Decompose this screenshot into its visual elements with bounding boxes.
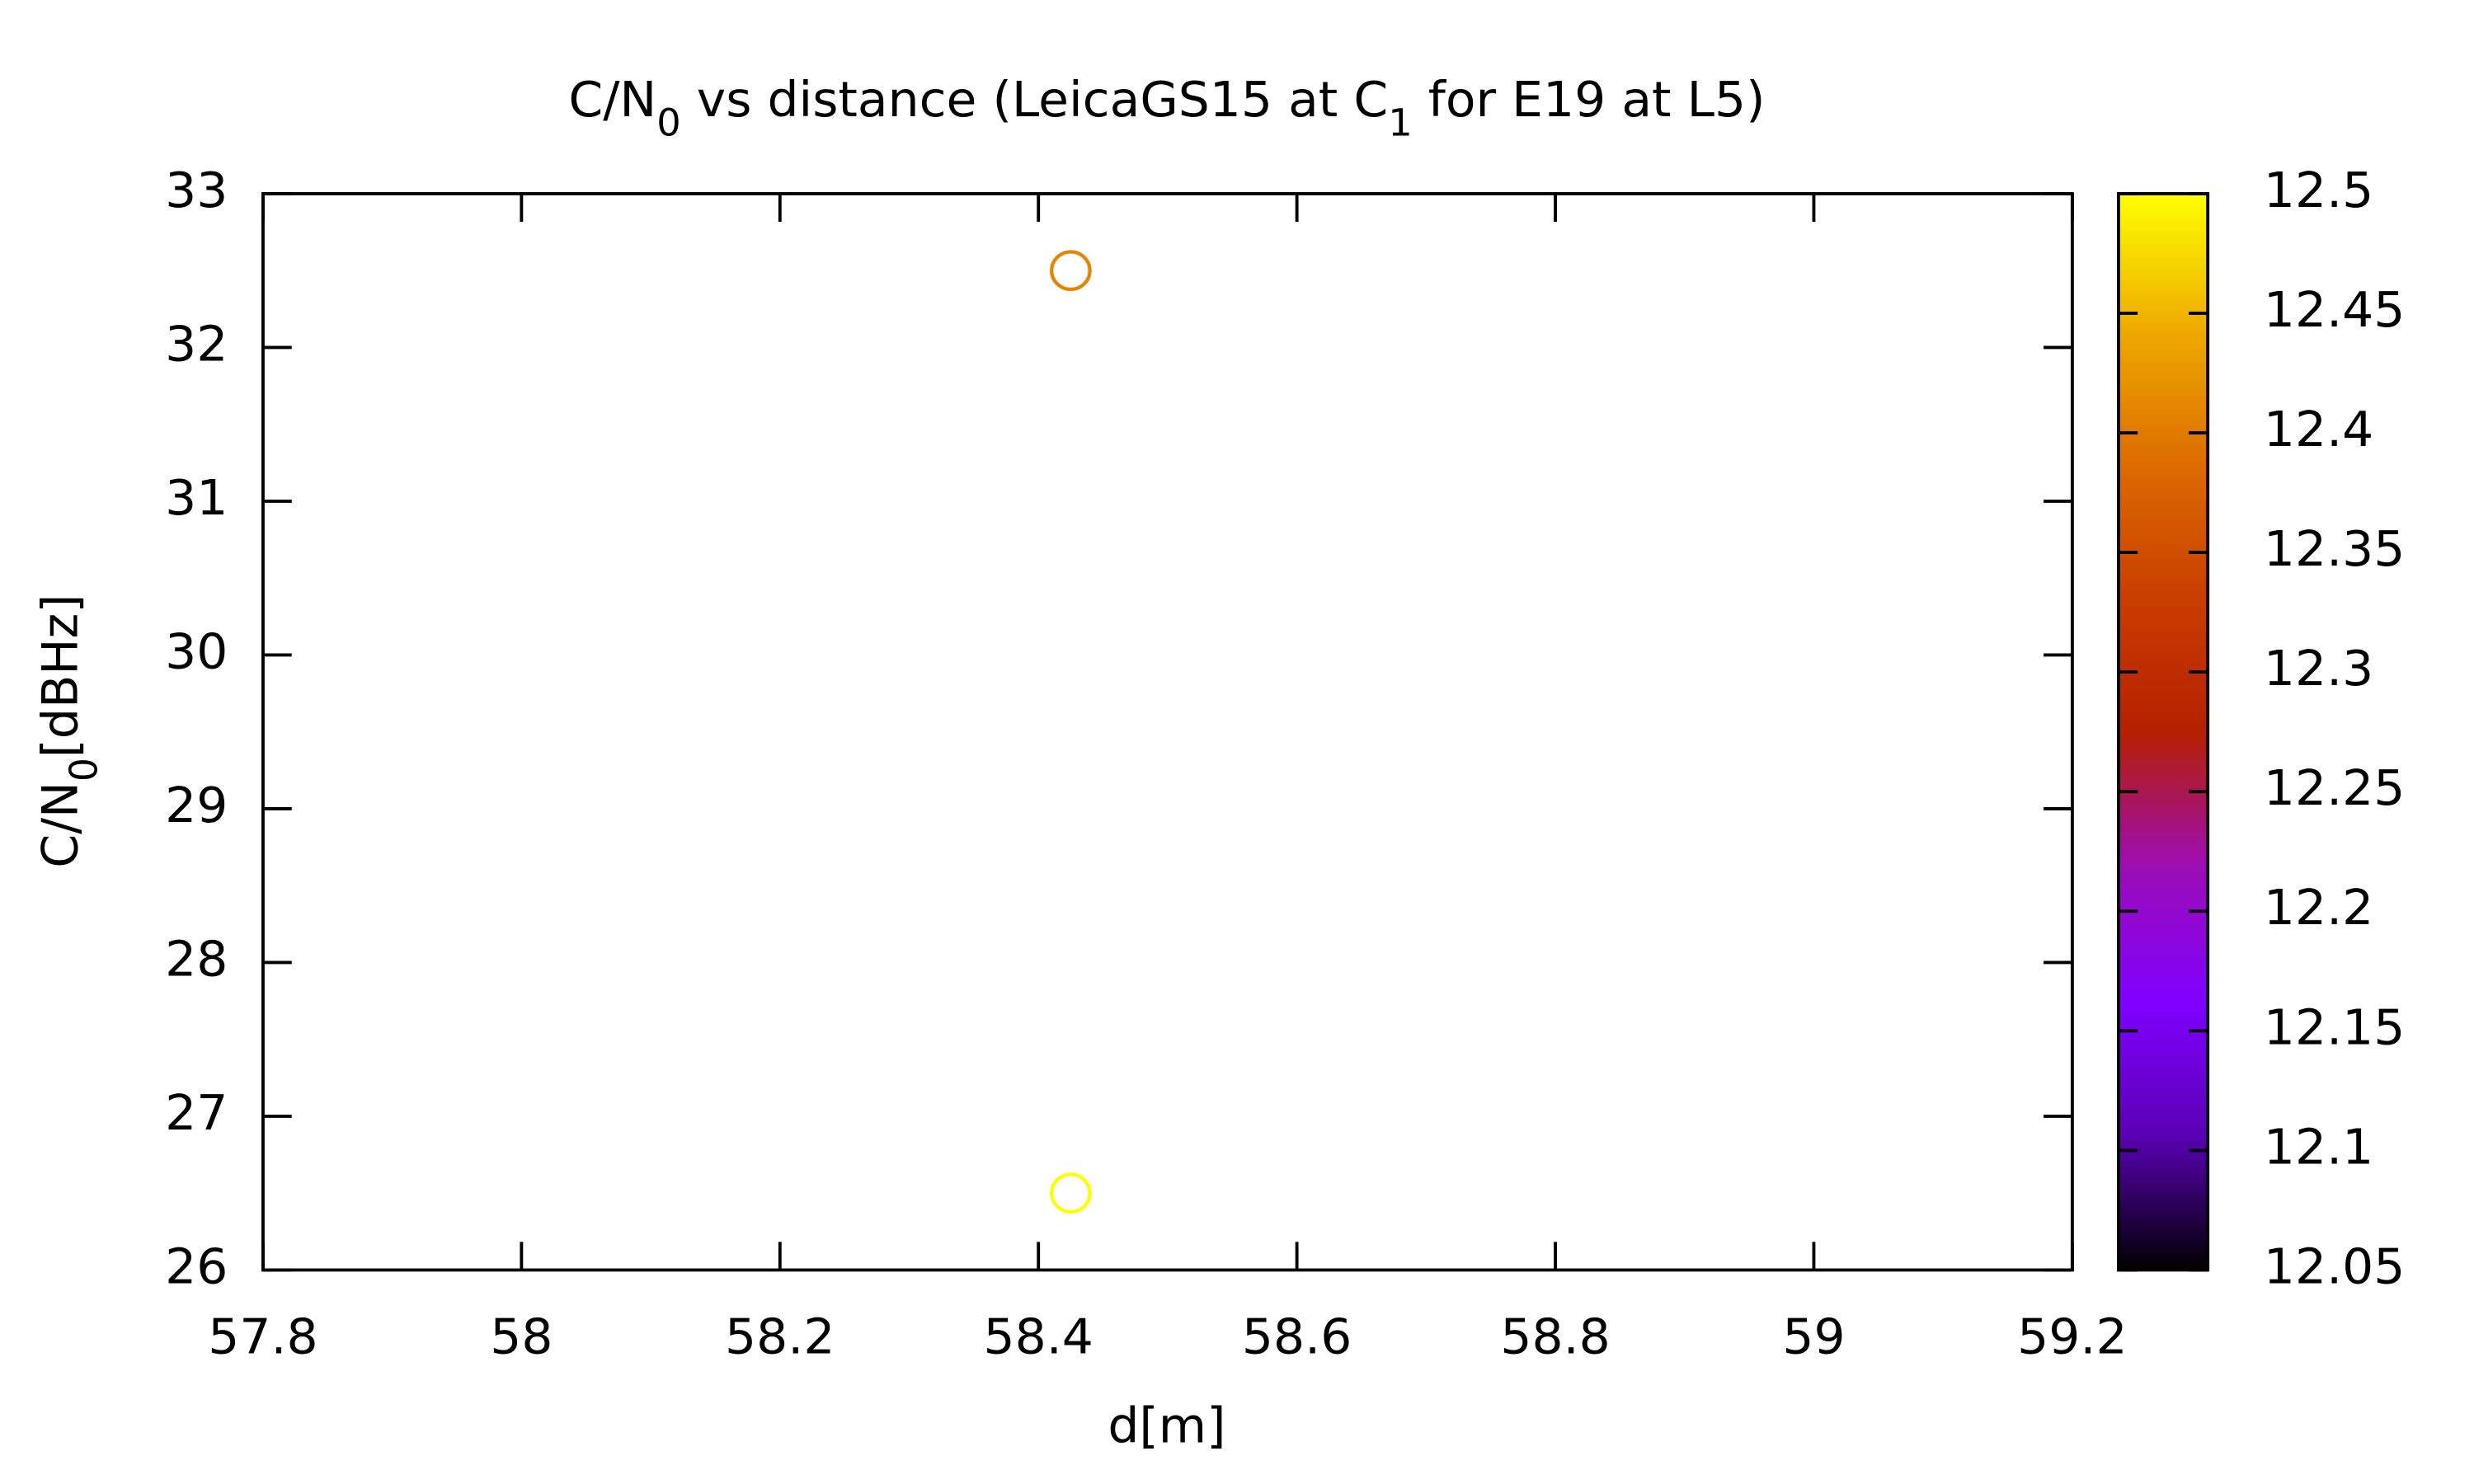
y-tick-label: 32 bbox=[165, 316, 228, 372]
colorbar-tick-label: 12.3 bbox=[2264, 641, 2373, 697]
colorbar-tick-label: 12.45 bbox=[2264, 281, 2406, 337]
x-tick-label: 58.2 bbox=[725, 1308, 835, 1364]
chart-title: C/N0 vs distance (LeicaGS15 at C1 for E1… bbox=[568, 72, 1765, 144]
colorbar-tick-label: 12.25 bbox=[2264, 760, 2406, 816]
colorbar bbox=[2118, 193, 2208, 1270]
colorbar-tick-label: 12.2 bbox=[2264, 880, 2373, 936]
colorbar-tick-label: 12.35 bbox=[2264, 521, 2406, 577]
x-tick-label: 58.6 bbox=[1242, 1308, 1352, 1364]
colorbar-tick-label: 12.4 bbox=[2264, 402, 2373, 458]
text-part: for E19 at L5) bbox=[1413, 72, 1766, 128]
text-part: [dBHz] bbox=[31, 594, 89, 758]
x-tick-label: 58.4 bbox=[983, 1308, 1093, 1364]
subscript: 0 bbox=[656, 101, 681, 144]
text-part: C/N bbox=[31, 782, 89, 868]
y-tick-label: 29 bbox=[165, 777, 228, 833]
x-tick-label: 59 bbox=[1782, 1308, 1845, 1364]
x-tick-label: 58.8 bbox=[1500, 1308, 1610, 1364]
y-tick-label: 30 bbox=[165, 623, 228, 679]
x-tick-label: 59.2 bbox=[2017, 1308, 2127, 1364]
text-part: vs distance (LeicaGS15 at C bbox=[681, 72, 1388, 128]
y-tick-label: 31 bbox=[165, 469, 228, 525]
y-tick-label: 26 bbox=[165, 1238, 228, 1294]
text-part: C/N bbox=[568, 72, 656, 128]
y-tick-label: 27 bbox=[165, 1084, 228, 1140]
point bbox=[1050, 1172, 1092, 1214]
y-axis-label: C/N0[dBHz] bbox=[31, 594, 106, 868]
x-tick-label: 58 bbox=[490, 1308, 553, 1364]
colorbar-tick-label: 12.5 bbox=[2264, 162, 2373, 218]
colorbar-tick-label: 12.15 bbox=[2264, 999, 2406, 1055]
subscript: 0 bbox=[61, 758, 106, 782]
colorbar-tick-label: 12.1 bbox=[2264, 1119, 2373, 1175]
subscript: 1 bbox=[1388, 101, 1413, 144]
x-axis-label: d[m] bbox=[1108, 1397, 1225, 1453]
y-tick-label: 33 bbox=[165, 162, 228, 218]
x-tick-label: 57.8 bbox=[208, 1308, 317, 1364]
colorbar-tick-label: 12.05 bbox=[2264, 1238, 2406, 1294]
plot-frame bbox=[261, 192, 2074, 1272]
point bbox=[1050, 250, 1092, 292]
colorbar-frame bbox=[2117, 192, 2210, 1272]
y-tick-label: 28 bbox=[165, 931, 228, 987]
